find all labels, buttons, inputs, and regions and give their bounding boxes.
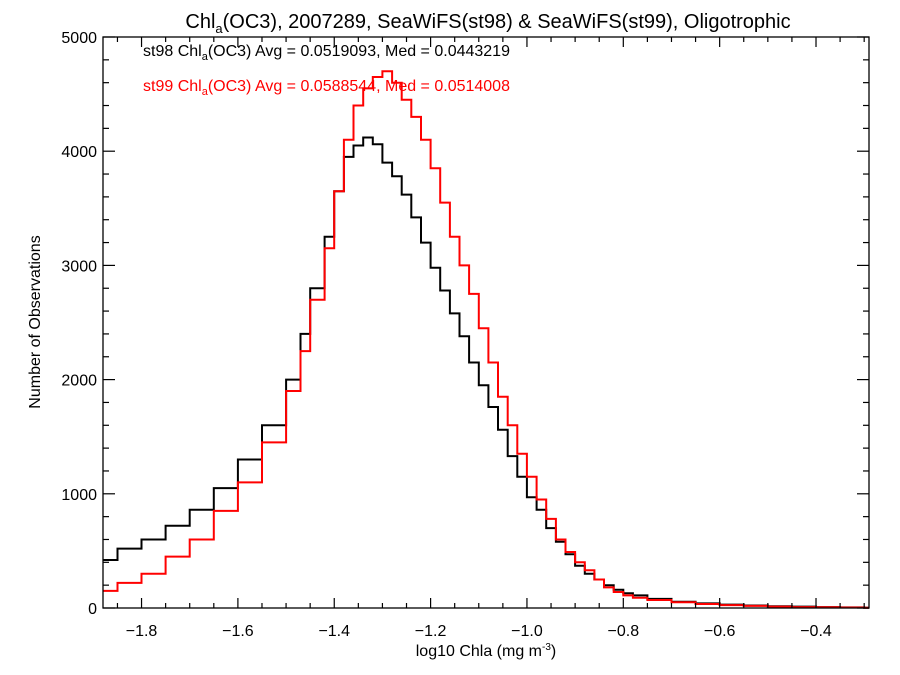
x-tick-label: −0.4 — [800, 623, 832, 640]
x-axis-label: log10 Chla (mg m-3) — [416, 642, 557, 660]
plot-frame — [102, 36, 870, 609]
series-layer — [103, 70, 869, 609]
x-tick-label: −1.0 — [511, 623, 543, 640]
x-tick-label: −1.4 — [318, 623, 350, 640]
y-tick-label: 3000 — [61, 258, 97, 275]
st98-stats-annotation: st98 Chla(OC3) Avg = 0.0519093, Med = 0.… — [143, 43, 510, 63]
x-tick-label: −1.8 — [126, 623, 158, 640]
series-line-st99 — [103, 70, 869, 609]
tick-layer: −1.8 −1.6 −1.4 −1.2 −1.0 −0.8 −0.6 −0.4 0 1000 200… — [61, 30, 869, 640]
x-tick-label: −1.6 — [222, 623, 254, 640]
y-axis-label: Number of Observations — [27, 235, 44, 408]
y-tick-label: 0 — [88, 601, 97, 618]
chart-title: Chla(OC3), 2007289, SeaWiFS(st98) & SeaW… — [185, 11, 790, 36]
y-tick-label: 4000 — [61, 144, 97, 161]
y-tick-label: 1000 — [61, 487, 97, 504]
st99-stats-annotation: st99 Chla(OC3) Avg = 0.0588544, Med = 0.… — [143, 78, 510, 98]
x-tick-label: −0.6 — [704, 623, 736, 640]
x-tick-label: −0.8 — [608, 623, 640, 640]
y-tick-label: 2000 — [61, 373, 97, 390]
x-tick-label: −1.2 — [415, 623, 447, 640]
y-tick-label: 5000 — [61, 30, 97, 47]
